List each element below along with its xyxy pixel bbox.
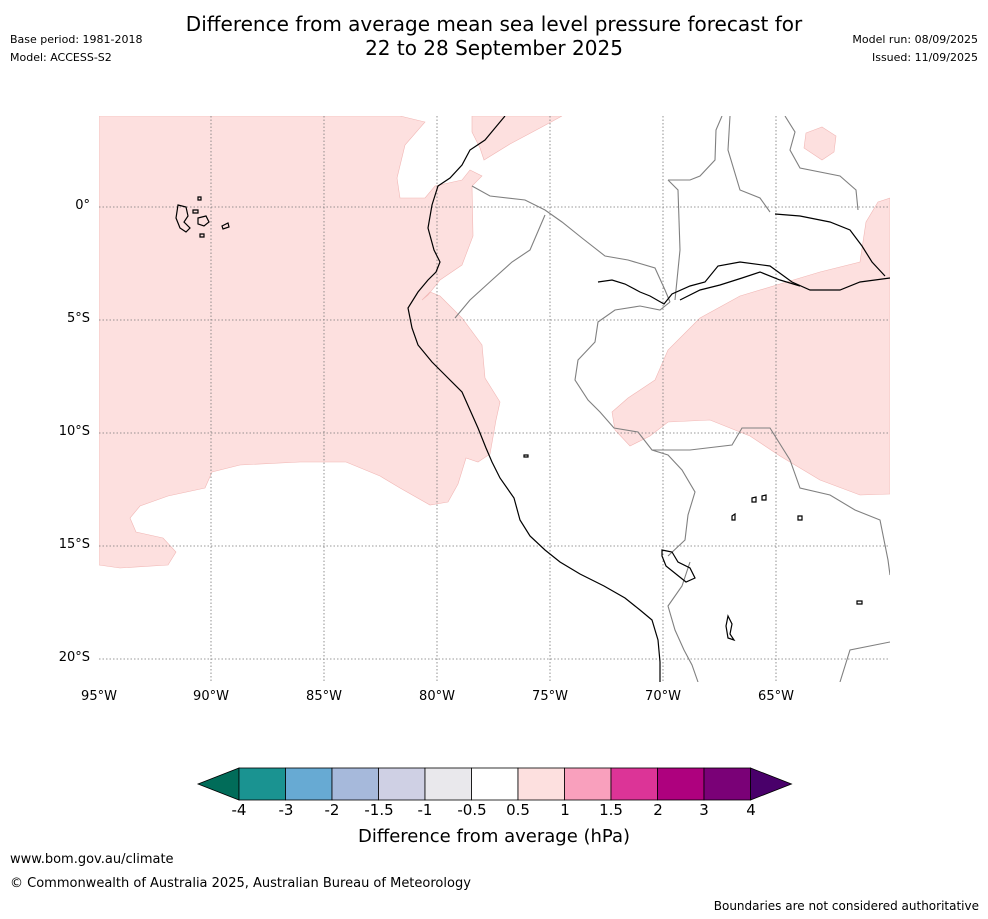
lat-label-0: 0° xyxy=(75,198,90,213)
galapagos-islet-2 xyxy=(199,233,205,238)
amazon-delta xyxy=(774,213,886,277)
issued-text: Issued: 11/09/2025 xyxy=(871,51,978,64)
title-line-2: 22 to 28 September 2025 xyxy=(365,36,623,60)
amazon-river-north-bank xyxy=(679,271,801,301)
lake-3 xyxy=(731,512,736,521)
colorbar-segment xyxy=(331,767,379,801)
colorbar-high-extend xyxy=(750,767,793,801)
map-title: Difference from average mean sea level p… xyxy=(0,12,988,60)
lake-4 xyxy=(797,515,803,521)
model-run-text: Model run: 08/09/2025 xyxy=(852,33,978,46)
galapagos-islet-3 xyxy=(197,196,202,201)
colorbar-segment xyxy=(703,767,751,801)
colorbar-tick: -4 xyxy=(231,801,247,819)
lon-label-90w: 90°W xyxy=(193,689,229,704)
lon-label-80w: 80°W xyxy=(419,689,455,704)
colorbar-segment xyxy=(564,767,612,801)
colorbar-segment xyxy=(378,767,426,801)
galapagos-islet-1 xyxy=(192,209,199,214)
colorbar-title: Difference from average (hPa) xyxy=(357,826,631,847)
colorbar-segment xyxy=(471,767,519,801)
lake-1 xyxy=(751,496,757,503)
galapagos-san-cristobal xyxy=(221,222,230,230)
coastlines xyxy=(175,116,890,682)
colorbar-tick: -0.5 xyxy=(457,801,487,819)
colorbar-tick: 0.5 xyxy=(506,801,530,819)
base-period-text: Base period: 1981-2018 xyxy=(10,33,143,46)
colorbar-segment xyxy=(610,767,658,801)
colorbar-tick: 2 xyxy=(653,801,663,819)
amazon-river xyxy=(597,261,890,305)
lon-label-85w: 85°W xyxy=(306,689,342,704)
lat-label-20s: 20°S xyxy=(58,650,90,665)
lon-label-65w: 65°W xyxy=(758,689,794,704)
anomaly-region-guyana xyxy=(803,126,837,161)
colorbar-tick: 1.5 xyxy=(599,801,623,819)
colorbar-segment xyxy=(517,767,565,801)
galapagos-isabela xyxy=(175,204,191,233)
lat-label-15s: 15°S xyxy=(58,537,90,552)
lake-7 xyxy=(523,454,529,458)
lon-label-70w: 70°W xyxy=(645,689,681,704)
anomaly-region-amazon xyxy=(611,197,890,496)
coastline-pacific xyxy=(407,116,661,682)
meta-right: Model run: 08/09/2025 Issued: 11/09/2025 xyxy=(852,31,978,67)
model-text: Model: ACCESS-S2 xyxy=(10,51,112,64)
lon-label-75w: 75°W xyxy=(532,689,568,704)
lake-2 xyxy=(761,494,767,501)
lat-label-5s: 5°S xyxy=(66,311,90,326)
meta-left: Base period: 1981-2018 Model: ACCESS-S2 xyxy=(10,31,142,67)
footer-copyright: © Commonwealth of Australia 2025, Austra… xyxy=(10,876,471,891)
colorbar-tick: -1 xyxy=(417,801,433,819)
colorbar-tick: -2 xyxy=(324,801,340,819)
lake-titicaca xyxy=(661,549,696,583)
colorbar xyxy=(196,767,793,801)
colorbar-segment xyxy=(657,767,705,801)
footer-url[interactable]: www.bom.gov.au/climate xyxy=(10,852,174,867)
anomaly-region-north xyxy=(471,116,563,161)
colorbar-segment xyxy=(424,767,472,801)
colorbar-low-extend xyxy=(196,767,240,801)
lat-label-10s: 10°S xyxy=(58,424,90,439)
colorbar-segment xyxy=(285,767,333,801)
anomaly-region-pacific xyxy=(99,116,501,569)
colorbar-tick: -1.5 xyxy=(364,801,394,819)
colorbar-tick: 3 xyxy=(699,801,709,819)
colorbar-tick: 4 xyxy=(746,801,756,819)
galapagos-santa-cruz xyxy=(197,215,210,227)
colorbar-tick: 1 xyxy=(560,801,570,819)
lon-label-95w: 95°W xyxy=(81,689,117,704)
lake-5 xyxy=(725,614,736,642)
title-line-1: Difference from average mean sea level p… xyxy=(185,12,803,36)
map-area xyxy=(99,116,890,682)
gridlines xyxy=(99,116,890,682)
lake-6 xyxy=(856,600,863,605)
colorbar-tick: -3 xyxy=(278,801,294,819)
colorbar-segment xyxy=(238,767,286,801)
footer-disclaimer: Boundaries are not considered authoritat… xyxy=(713,899,979,913)
country-borders xyxy=(454,116,890,682)
